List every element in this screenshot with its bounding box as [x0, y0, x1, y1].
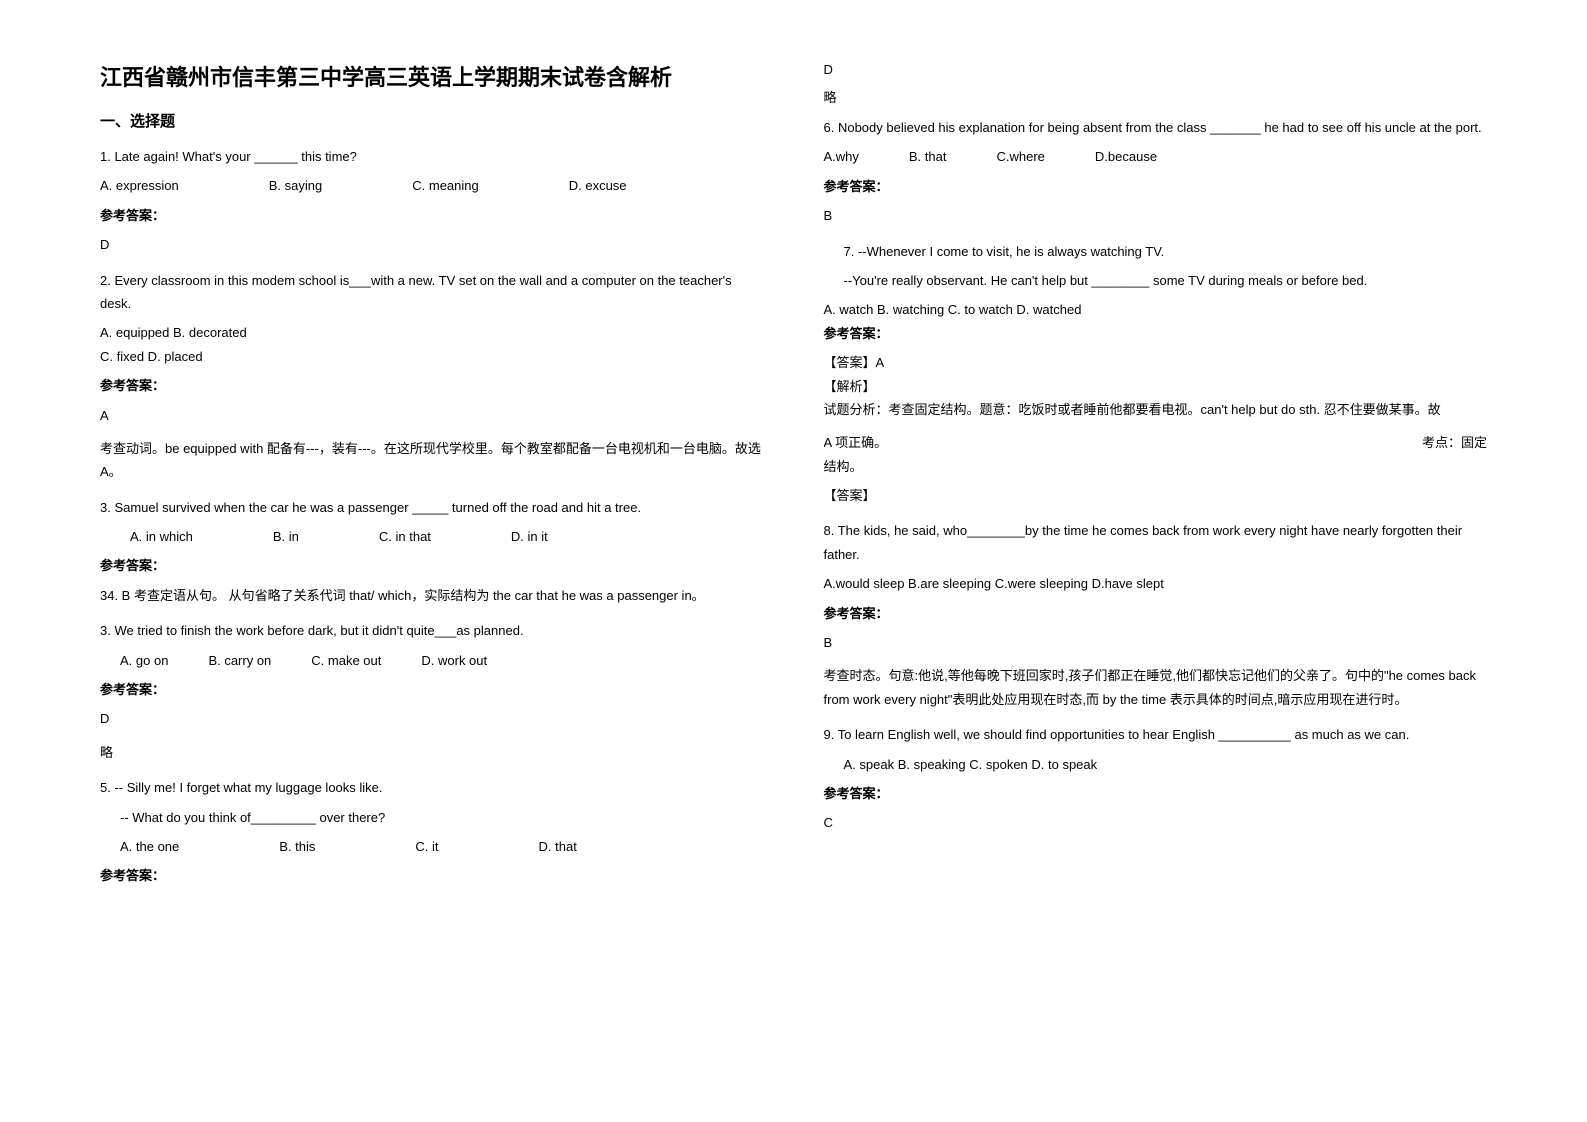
answer-label: 参考答案： — [100, 678, 764, 701]
document-title: 江西省赣州市信丰第三中学高三英语上学期期末试卷含解析 — [100, 60, 764, 92]
question-text-line1: 5. -- Silly me! I forget what my luggage… — [100, 776, 764, 799]
options: A. the one B. this C. it D. that — [100, 835, 764, 858]
answer-label: 参考答案： — [824, 175, 1488, 198]
explanation: 34. B 考查定语从句。 从句省略了关系代词 that/ which，实际结构… — [100, 584, 764, 607]
option-c: C. meaning — [412, 174, 478, 197]
answer-label: 参考答案： — [824, 602, 1488, 625]
option-a: A. expression — [100, 174, 179, 197]
note: 略 — [100, 741, 764, 764]
question-3: 3. Samuel survived when the car he was a… — [100, 496, 764, 608]
explanation-line3: 结构。 — [824, 455, 1488, 478]
answer-value: D — [100, 707, 764, 730]
option-b: B. this — [279, 835, 315, 858]
option-d: D.because — [1095, 145, 1157, 168]
explanation: 考查时态。句意:他说,等他每晚下班回家时,孩子们都正在睡觉,他们都快忘记他们的父… — [824, 664, 1488, 711]
question-text: 2. Every classroom in this modem school … — [100, 269, 764, 316]
options: A. expression B. saying C. meaning D. ex… — [100, 174, 764, 197]
question-text: 8. The kids, he said, who________by the … — [824, 519, 1488, 566]
option-a: A. the one — [120, 835, 179, 858]
answer-value-q5: D — [824, 62, 1488, 77]
question-5: 5. -- Silly me! I forget what my luggage… — [100, 776, 764, 888]
option-c: C. make out — [311, 649, 381, 672]
option-c: C. in that — [379, 525, 431, 548]
options: A.would sleep B.are sleeping C.were slee… — [824, 572, 1488, 595]
explanation-line2: A 项正确。 — [824, 431, 888, 454]
option-a: A. go on — [120, 649, 168, 672]
explanation-bracket: 【解析】 — [824, 375, 1488, 398]
right-column: D 略 6. Nobody believed his explanation f… — [824, 62, 1488, 900]
options: A. go on B. carry on C. make out D. work… — [100, 649, 764, 672]
options: A.why B. that C.where D.because — [824, 145, 1488, 168]
option-a: A. in which — [130, 525, 193, 548]
answer-value: D — [100, 233, 764, 256]
answer-label: 参考答案： — [824, 322, 1488, 345]
question-2: 2. Every classroom in this modem school … — [100, 269, 764, 484]
left-column: 江西省赣州市信丰第三中学高三英语上学期期末试卷含解析 一、选择题 1. Late… — [100, 60, 764, 900]
answer-label: 参考答案： — [100, 554, 764, 577]
explanation: 考查动词。be equipped with 配备有---，装有---。在这所现代… — [100, 437, 764, 484]
question-text-line2: --You're really observant. He can't help… — [824, 269, 1488, 292]
answer-label: 参考答案： — [100, 374, 764, 397]
answer-value: A — [100, 404, 764, 427]
question-text-line2: -- What do you think of_________ over th… — [100, 806, 764, 829]
answer-value: B — [824, 631, 1488, 654]
options: A. speak B. speaking C. spoken D. to spe… — [824, 753, 1488, 776]
option-b: B. in — [273, 525, 299, 548]
option-d: D. that — [539, 835, 577, 858]
option-d: D. excuse — [569, 174, 627, 197]
answer-label: 参考答案： — [824, 782, 1488, 805]
answer-label: 参考答案： — [100, 204, 764, 227]
answer2-bracket: 【答案】 — [824, 484, 1488, 507]
options: A. watch B. watching C. to watch D. watc… — [824, 298, 1488, 321]
question-4: 3. We tried to finish the work before da… — [100, 619, 764, 764]
question-text: 1. Late again! What's your ______ this t… — [100, 145, 764, 168]
option-a: A.why — [824, 145, 859, 168]
answer-value: B — [824, 204, 1488, 227]
question-6: 6. Nobody believed his explanation for b… — [824, 116, 1488, 228]
question-text: 9. To learn English well, we should find… — [824, 723, 1488, 746]
question-8: 8. The kids, he said, who________by the … — [824, 519, 1488, 711]
note-q5: 略 — [824, 87, 1488, 106]
question-text: 6. Nobody believed his explanation for b… — [824, 116, 1488, 139]
options-line-1: A. equipped B. decorated — [100, 321, 764, 344]
kaodian-label: 考点：固定 — [1422, 431, 1487, 454]
option-b: B. carry on — [208, 649, 271, 672]
option-c: C.where — [996, 145, 1044, 168]
question-text: 3. Samuel survived when the car he was a… — [100, 496, 764, 519]
question-9: 9. To learn English well, we should find… — [824, 723, 1488, 835]
answer-label: 参考答案： — [100, 864, 764, 887]
answer-value: C — [824, 811, 1488, 834]
option-b: B. that — [909, 145, 947, 168]
question-text-line1: 7. --Whenever I come to visit, he is alw… — [824, 240, 1488, 263]
option-c: C. it — [415, 835, 438, 858]
question-1: 1. Late again! What's your ______ this t… — [100, 145, 764, 257]
option-d: D. work out — [421, 649, 487, 672]
option-d: D. in it — [511, 525, 548, 548]
question-7: 7. --Whenever I come to visit, he is alw… — [824, 240, 1488, 508]
explanation-line1: 试题分析：考查固定结构。题意：吃饭时或者睡前他都要看电视。can't help … — [824, 398, 1488, 421]
options: A. in which B. in C. in that D. in it — [100, 525, 764, 548]
section-header: 一、选择题 — [100, 110, 764, 131]
options-line-2: C. fixed D. placed — [100, 345, 764, 368]
question-text: 3. We tried to finish the work before da… — [100, 619, 764, 642]
option-b: B. saying — [269, 174, 322, 197]
answer-bracket: 【答案】A — [824, 351, 1488, 374]
